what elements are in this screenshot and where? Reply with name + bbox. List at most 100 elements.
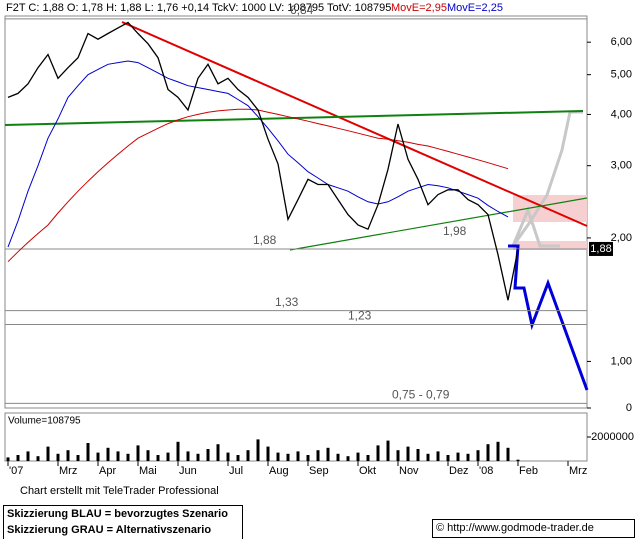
y-tick-label: 2000000	[591, 431, 634, 443]
volume-bar	[506, 447, 510, 461]
volume-bar	[376, 445, 380, 461]
volume-bar	[46, 446, 50, 461]
volume-bar	[206, 449, 210, 461]
volume-bar	[516, 459, 520, 461]
x-tick-label: Sep	[309, 465, 329, 477]
header: F2T C: 1,88 O: 1,78 H: 1,88 L: 1,76 +0,1…	[6, 2, 391, 14]
volume-bar	[236, 455, 240, 461]
volume-bar	[36, 456, 40, 461]
price-tag	[589, 241, 613, 256]
series-line	[7, 60, 509, 248]
legend-gray: Skizzierung GRAU = Alternativszenario	[3, 522, 243, 539]
x-tick-label: Mrz	[59, 465, 77, 477]
gray-scenario	[511, 110, 583, 247]
legend-ma: MovE=2,95	[391, 2, 447, 14]
x-tick-label: Okt	[359, 465, 376, 477]
y-tick-label: 4,00	[611, 108, 632, 120]
y-tick-label: 0	[626, 402, 632, 414]
volume-bar	[256, 439, 260, 461]
y-tick-label: 6,00	[611, 36, 632, 48]
x-tick-label: '07	[9, 465, 23, 477]
volume-bar	[146, 450, 150, 461]
volume-bar	[56, 453, 60, 461]
x-tick-label: Aug	[269, 465, 289, 477]
volume-bar	[366, 455, 370, 461]
credit: Chart erstellt mit TeleTrader Profession…	[20, 485, 219, 497]
y-tick-label: 1,00	[611, 355, 632, 367]
x-tick-label: Jul	[229, 465, 243, 477]
volume-bar	[26, 451, 30, 461]
volume-bar	[176, 441, 180, 461]
volume-bar	[96, 452, 100, 461]
resistance-line	[121, 21, 588, 227]
volume-bar	[326, 447, 330, 461]
volume-bar	[486, 444, 490, 461]
volume-bar	[136, 445, 140, 461]
volume-bar	[466, 453, 470, 461]
volume-bar	[316, 450, 320, 461]
level-label: 0,75 - 0,79	[392, 388, 450, 402]
volume-bar	[86, 443, 90, 461]
volume-bar	[216, 444, 220, 461]
x-tick-label: Nov	[399, 465, 419, 477]
volume-bar	[226, 452, 230, 461]
volume-bar	[476, 450, 480, 461]
volume-bar	[276, 452, 280, 461]
volume-bar	[66, 450, 70, 461]
copyright: © http://www.godmode-trader.de	[432, 519, 635, 538]
legend-ma: MovE=2,25	[447, 2, 503, 14]
volume-panel	[4, 412, 588, 462]
x-tick-label: Jun	[179, 465, 197, 477]
volume-bar	[406, 446, 410, 461]
plot-layer: 6,00 5,00 4,00 3,00 2,00 1,00 0 6,84 1,88 1,33 1,2…	[5, 3, 634, 477]
volume-bar	[126, 453, 130, 461]
x-tick-label: Mrz	[569, 465, 587, 477]
volume-bar	[436, 451, 440, 461]
level-label: 1,33	[275, 295, 299, 309]
volume-bar	[446, 455, 450, 461]
y-tick-label: 3,00	[611, 160, 632, 172]
level-label: 1,23	[348, 309, 372, 323]
x-tick-label: Mai	[139, 465, 157, 477]
support-line	[289, 197, 588, 251]
chart: F2T C: 1,88 O: 1,78 H: 1,88 L: 1,76 +0,1…	[4, 2, 634, 477]
blue-scenario	[508, 244, 589, 391]
volume-bar	[386, 440, 390, 461]
volume-bar	[266, 446, 270, 461]
volume-bar	[396, 450, 400, 461]
series-line	[7, 21, 519, 301]
volume-title: Volume=108795	[8, 416, 81, 427]
x-tick-label: Feb	[519, 465, 538, 477]
legend-blue: Skizzierung BLAU = bevorzugtes Szenario	[3, 505, 243, 523]
level-label: 1,88	[253, 233, 277, 247]
volume-bar	[6, 457, 10, 461]
level-label: 6,84	[290, 3, 314, 17]
volume-bar	[496, 441, 500, 461]
volume-bar	[346, 456, 350, 461]
y-tick-label: 5,00	[611, 69, 632, 81]
volume-bar	[336, 453, 340, 461]
price-tag-label: 1,88	[590, 243, 611, 255]
volume-bar	[156, 455, 160, 461]
volume-bar	[296, 451, 300, 461]
volume-bar	[116, 451, 120, 461]
x-tick-label: Apr	[99, 465, 116, 477]
gray-scenario	[511, 205, 560, 248]
level-label: 1,98	[443, 224, 467, 238]
volume-bar	[166, 452, 170, 461]
volume-bar	[286, 453, 290, 461]
y-tick-label: 2,00	[611, 232, 632, 244]
volume-bar	[76, 455, 80, 461]
volume-bar	[426, 453, 430, 461]
volume-bar	[186, 451, 190, 461]
volume-bar	[456, 452, 460, 461]
volume-bar	[106, 447, 110, 461]
volume-bar	[16, 455, 20, 461]
x-tick-label: Dez	[449, 465, 469, 477]
x-tick-label: '08	[479, 465, 493, 477]
volume-bar	[196, 453, 200, 461]
volume-bar	[246, 450, 250, 461]
volume-bar	[306, 455, 310, 461]
volume-bar	[356, 452, 360, 461]
